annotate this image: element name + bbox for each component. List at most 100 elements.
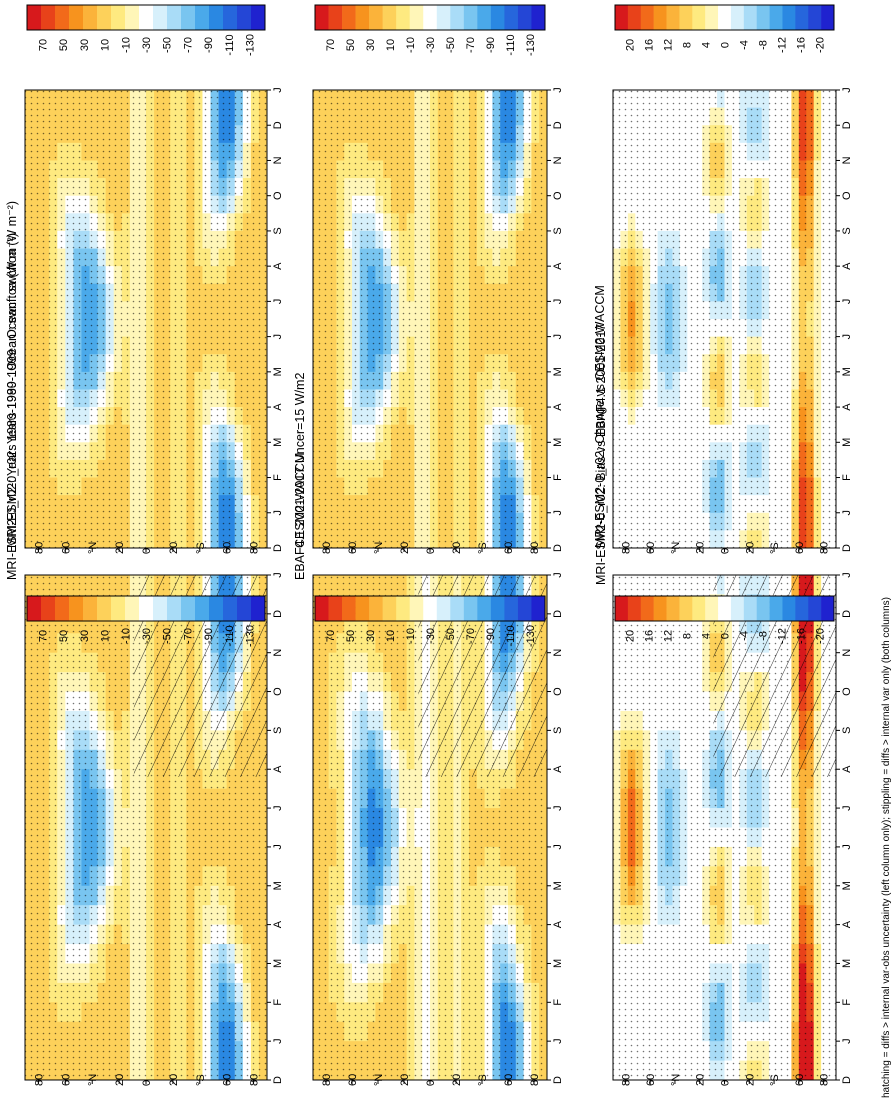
lat-tick-label: 0 bbox=[720, 1080, 732, 1086]
colorbar-swatch bbox=[450, 5, 465, 30]
colorbar-swatch bbox=[27, 596, 42, 621]
lat-tick-label: 80 bbox=[249, 1074, 261, 1086]
lat-tick-label: 60 bbox=[503, 542, 515, 554]
month-tick-label: S bbox=[272, 727, 284, 734]
colorbar-tick-label: 30 bbox=[79, 630, 91, 642]
colorbar-swatch bbox=[167, 596, 182, 621]
colorbar-swatch bbox=[251, 5, 266, 30]
colorbar-swatch bbox=[436, 5, 451, 30]
colorbar-tick-label: -130 bbox=[525, 34, 537, 56]
lat-tick-label: 80 bbox=[819, 1074, 831, 1086]
colorbar-tick-label: 0 bbox=[720, 633, 732, 639]
colorbar-swatch bbox=[153, 596, 168, 621]
lat-tick-label: 80 bbox=[529, 1074, 541, 1086]
colorbar-swatch bbox=[69, 5, 84, 30]
colorbar-swatch bbox=[55, 5, 70, 30]
lat-tick-label: 80 bbox=[33, 542, 45, 554]
month-tick-label: A bbox=[841, 920, 853, 928]
colorbar-swatch bbox=[504, 596, 519, 621]
month-tick-label: J bbox=[272, 334, 284, 340]
month-tick-label: O bbox=[841, 687, 853, 696]
month-tick-label: J bbox=[272, 299, 284, 305]
colorbar-tick-label: -90 bbox=[485, 628, 497, 644]
lat-tick-label: 80 bbox=[321, 1074, 333, 1086]
colorbar-swatch bbox=[423, 5, 438, 30]
colorbar-swatch bbox=[97, 596, 112, 621]
colorbar-frame bbox=[314, 4, 546, 31]
colorbar-swatch bbox=[369, 5, 383, 30]
month-tick-label: D bbox=[552, 1076, 564, 1084]
lat-tick-label: °S bbox=[477, 542, 489, 554]
colorbar-swatch bbox=[409, 5, 424, 30]
colorbar-swatch bbox=[705, 596, 719, 621]
colorbar-tick-label: 12 bbox=[662, 630, 674, 642]
colorbar-swatch bbox=[153, 5, 168, 30]
colorbar-tick-label: 10 bbox=[385, 630, 397, 642]
colorbar-tick-label: -70 bbox=[182, 628, 194, 644]
lat-tick-label: °N bbox=[87, 1074, 99, 1086]
lat-tick-label: °N bbox=[373, 542, 385, 554]
month-tick-label: O bbox=[272, 687, 284, 696]
colorbar-swatch bbox=[342, 596, 356, 621]
month-tick-label: O bbox=[552, 191, 564, 200]
colorbar-tick-label: 8 bbox=[681, 633, 693, 639]
colorbar-tick-label: -130 bbox=[525, 625, 537, 647]
colorbar-swatch bbox=[769, 596, 783, 621]
colorbar-tick-label: 50 bbox=[345, 630, 357, 642]
lat-tick-label: 60 bbox=[60, 1074, 72, 1086]
colorbar-swatch bbox=[730, 596, 745, 621]
colorbar-swatch bbox=[111, 5, 126, 30]
colorbar-tick-label: -110 bbox=[224, 625, 236, 646]
month-tick-label: J bbox=[841, 844, 853, 850]
panel-title: MRI-ESM2-0_r02: Years 1980-1999 : Ocean … bbox=[5, 201, 19, 548]
month-tick-label: S bbox=[552, 227, 564, 234]
panel-title: EBAF4.1 2001-2017 Uncer=15 W/m2 bbox=[293, 373, 307, 580]
colorbar-tick-label: -130 bbox=[244, 34, 256, 56]
month-tick-label: N bbox=[272, 156, 284, 164]
lat-tick-label: °N bbox=[87, 542, 99, 554]
colorbar-swatch bbox=[615, 596, 629, 621]
colorbar-swatch bbox=[409, 596, 424, 621]
month-tick-label: S bbox=[841, 727, 853, 734]
month-tick-label: J bbox=[552, 87, 564, 93]
month-tick-label: A bbox=[272, 262, 284, 270]
colorbar-tick-label: -10 bbox=[405, 37, 417, 53]
colorbar-swatch bbox=[55, 596, 70, 621]
lat-tick-label: 60 bbox=[347, 542, 359, 554]
month-tick-label: M bbox=[272, 367, 284, 376]
month-tick-label: M bbox=[552, 959, 564, 968]
month-tick-label: J bbox=[552, 844, 564, 850]
colorbar-tick-label: 10 bbox=[100, 630, 112, 642]
colorbar-tick-label: -90 bbox=[485, 37, 497, 53]
colorbar-tick-label: 50 bbox=[58, 630, 70, 642]
colorbar-swatch bbox=[69, 596, 84, 621]
colorbar-swatch bbox=[808, 596, 822, 621]
colorbar-swatch bbox=[315, 596, 329, 621]
month-tick-label: O bbox=[272, 191, 284, 200]
colorbar-tick-label: -70 bbox=[465, 37, 477, 53]
colorbar-swatch bbox=[423, 596, 438, 621]
lat-tick-label: 0 bbox=[425, 548, 437, 554]
colorbar-swatch bbox=[782, 596, 796, 621]
lat-tick-label: 60 bbox=[222, 1074, 234, 1086]
panel-change-diff: 80 60 °N 20 0 20 °S 60 80 DJFMAMJJASONDJMRI-ESM2-… bbox=[593, 4, 853, 554]
colorbar-swatch bbox=[328, 596, 343, 621]
colorbar-tick-label: 30 bbox=[365, 39, 377, 51]
lat-tick-label: 20 bbox=[168, 542, 180, 554]
colorbar-swatch bbox=[181, 596, 196, 621]
colorbar-swatch bbox=[396, 5, 411, 30]
colorbar-tick-label: -70 bbox=[182, 37, 194, 53]
colorbar-swatch bbox=[209, 596, 224, 621]
colorbar-swatch bbox=[139, 5, 154, 30]
colorbar-swatch bbox=[463, 596, 478, 621]
lat-tick-label: 80 bbox=[529, 542, 541, 554]
colorbar-swatch bbox=[328, 5, 343, 30]
month-tick-label: J bbox=[272, 805, 284, 811]
month-tick-label: F bbox=[552, 474, 564, 481]
panel-title: CESM2-WACCM bbox=[293, 453, 307, 548]
panel-title: MRI-ESM2-0_r02: Years 1980-1999 : Ocean … bbox=[5, 233, 19, 580]
colorbar-swatch bbox=[251, 596, 266, 621]
lat-tick-label: 20 bbox=[168, 1074, 180, 1086]
colorbar: 20 16 12 8 4 0 -4 -8 -12 -16 -20 bbox=[614, 595, 835, 644]
